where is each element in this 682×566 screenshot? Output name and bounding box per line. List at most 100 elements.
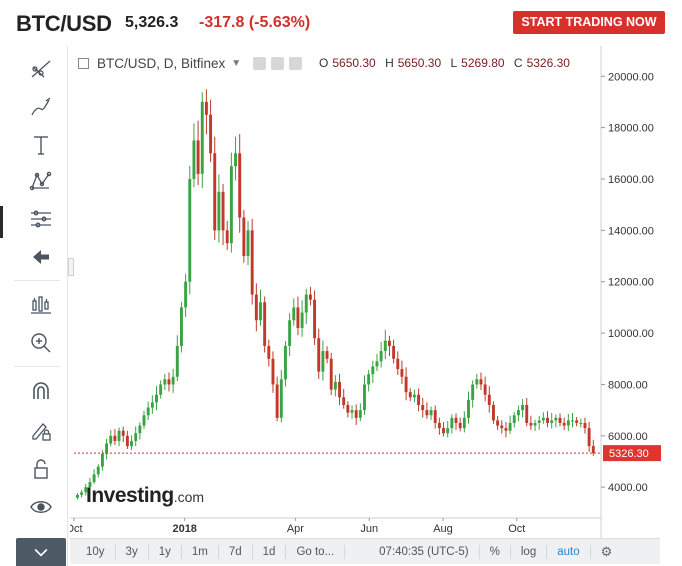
candle-body <box>492 404 495 421</box>
gear-icon[interactable]: ⚙ <box>600 543 613 559</box>
candle-body <box>467 399 470 418</box>
candle-body <box>333 381 337 390</box>
magnet-icon[interactable] <box>26 376 56 406</box>
back-arrow-icon[interactable] <box>26 242 56 272</box>
eye-toggle-icon[interactable] <box>253 56 267 70</box>
candle-body <box>429 410 433 416</box>
candle-body <box>454 417 458 423</box>
candle-body <box>338 381 341 398</box>
chart-canvas[interactable]: 20000.00 18000.00 16000.00 14000.00 12000.00… <box>70 46 682 538</box>
candle-body <box>267 345 271 359</box>
low-label: L <box>450 56 458 70</box>
candle-body <box>146 407 150 416</box>
candle-body <box>446 428 450 434</box>
candle-body <box>80 492 84 495</box>
candle-body <box>458 422 462 429</box>
clock-readout[interactable]: 07:40:35 (UTC-5) <box>369 544 480 559</box>
toolbar-divider <box>14 366 60 367</box>
chart-legend: BTC/USD, D, Bitfinex ▼ <box>78 54 303 72</box>
candle-body <box>217 191 221 231</box>
high-label: H <box>385 56 394 70</box>
drawing-toolbar <box>0 46 68 566</box>
candle-body <box>304 294 308 313</box>
candle-body <box>155 394 158 403</box>
lock-draw-icon[interactable] <box>26 416 56 446</box>
candle-body <box>288 320 292 346</box>
toolbar-divider <box>14 280 60 281</box>
percent-toggle[interactable]: % <box>480 544 511 559</box>
candle-body <box>575 420 579 423</box>
trend-line-icon[interactable] <box>26 54 56 84</box>
legend-toggle-icon[interactable] <box>78 57 89 69</box>
candle-body <box>100 453 104 467</box>
range-3y-button[interactable]: 3y <box>116 544 149 559</box>
toolbar-expand-button[interactable] <box>16 538 66 566</box>
candle-body <box>238 153 242 218</box>
candle-body <box>105 443 109 454</box>
symbol-title: BTC/USD <box>16 11 112 36</box>
y-tick-label: 14000.00 <box>608 225 654 237</box>
candle-body <box>171 376 175 385</box>
brush-icon[interactable] <box>26 92 56 122</box>
range-1y-button[interactable]: 1y <box>149 544 182 559</box>
range-1d-button[interactable]: 1d <box>253 544 287 559</box>
eye-icon[interactable] <box>26 492 56 522</box>
candle-body <box>483 384 487 395</box>
candle-body <box>504 428 508 431</box>
range-10y-button[interactable]: 10y <box>76 544 116 559</box>
candle-body <box>412 394 416 398</box>
candle-body <box>308 294 312 300</box>
fib-icon[interactable] <box>26 204 56 234</box>
candle-body <box>525 404 529 423</box>
candle-body <box>138 425 142 434</box>
candle-body <box>188 178 192 282</box>
remove-icon[interactable] <box>289 56 303 70</box>
candle-body <box>196 140 200 174</box>
toolbar-collapse-handle[interactable] <box>68 258 74 276</box>
candle-body <box>113 435 117 441</box>
indicators-icon[interactable] <box>26 290 56 320</box>
candle-body <box>109 435 113 444</box>
candle-body <box>275 384 279 418</box>
candle-body <box>354 410 358 418</box>
candle-body <box>175 345 179 377</box>
investing-watermark: Investing .com <box>86 484 204 508</box>
watermark-main: Investing <box>86 484 174 507</box>
candle-body <box>508 422 512 431</box>
candle-body <box>516 410 520 416</box>
zoom-in-icon[interactable] <box>26 328 56 358</box>
range-1m-button[interactable]: 1m <box>182 544 219 559</box>
candle-body <box>512 415 516 423</box>
y-tick-label: 16000.00 <box>608 174 654 186</box>
candle-body <box>88 482 92 488</box>
goto-button[interactable]: Go to... <box>286 544 346 559</box>
candle-body <box>313 299 317 339</box>
candle-body <box>229 166 233 244</box>
candle-body <box>180 307 183 346</box>
price-chart[interactable]: 20000.00 18000.00 16000.00 14000.00 12000.00… <box>70 46 682 538</box>
log-toggle[interactable]: log <box>511 544 548 559</box>
start-trading-button[interactable]: START TRADING NOW <box>513 11 665 34</box>
settings-icon[interactable] <box>271 56 285 70</box>
candle-body <box>242 217 246 257</box>
candle-body <box>76 494 79 498</box>
lock-icon[interactable] <box>26 454 56 484</box>
candle-body <box>417 394 421 405</box>
range-7d-button[interactable]: 7d <box>219 544 253 559</box>
open-value: 5650.30 <box>332 56 376 70</box>
auto-scale-toggle[interactable]: auto <box>547 544 591 559</box>
candle-body <box>400 369 404 377</box>
candle-body <box>292 307 296 321</box>
candle-body <box>462 417 466 429</box>
close-value: 5326.30 <box>526 56 570 70</box>
pattern-icon[interactable] <box>26 166 56 196</box>
text-icon[interactable] <box>26 130 56 160</box>
candle-body <box>142 415 146 426</box>
candle-body <box>571 420 574 422</box>
candle-body <box>541 417 545 421</box>
last-price-label: 5326.30 <box>609 448 649 460</box>
last-price: 5,326.3 <box>125 14 179 31</box>
candle-body <box>325 351 329 359</box>
caret-down-icon[interactable]: ▼ <box>231 57 242 69</box>
candle-body <box>529 422 533 426</box>
